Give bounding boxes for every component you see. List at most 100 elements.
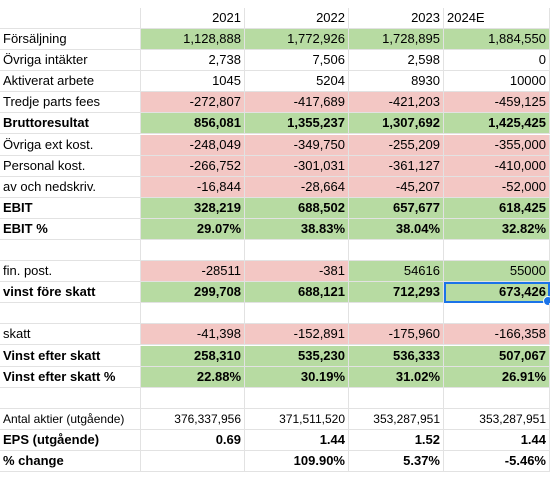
value-cell[interactable]: -349,750 (245, 134, 349, 156)
value-cell[interactable]: 8930 (349, 71, 444, 93)
value-cell[interactable] (349, 387, 444, 409)
value-cell[interactable]: 688,121 (245, 282, 349, 304)
row-label-cell[interactable]: skatt (0, 324, 141, 346)
value-cell[interactable] (349, 303, 444, 325)
value-cell[interactable]: -28511 (141, 261, 245, 283)
value-cell[interactable]: 109.90% (245, 451, 349, 473)
selected-cell[interactable]: 673,426 (444, 282, 550, 307)
value-cell[interactable]: -28,664 (245, 176, 349, 198)
value-cell[interactable] (141, 240, 245, 262)
value-cell[interactable]: -381 (245, 261, 349, 283)
row-label-cell[interactable]: av och nedskriv. (0, 176, 141, 198)
value-cell[interactable]: 55000 (444, 261, 550, 283)
value-cell[interactable] (141, 451, 245, 473)
value-cell[interactable]: 22.88% (141, 366, 245, 388)
value-cell[interactable] (141, 387, 245, 409)
row-label-cell[interactable]: Övriga ext kost. (0, 134, 141, 156)
value-cell[interactable]: 2,598 (349, 50, 444, 72)
value-cell[interactable]: -459,125 (444, 92, 550, 114)
value-cell[interactable]: 32.82% (444, 218, 550, 240)
value-cell[interactable]: 856,081 (141, 113, 245, 135)
value-cell[interactable]: 26.91% (444, 366, 550, 388)
row-label-cell[interactable]: Personal kost. (0, 155, 141, 177)
value-cell[interactable]: 1,307,692 (349, 113, 444, 135)
row-label-cell[interactable]: Aktiverat arbete (0, 71, 141, 93)
value-cell[interactable]: -5.46% (444, 451, 550, 473)
value-cell[interactable]: 30.19% (245, 366, 349, 388)
value-cell[interactable] (245, 387, 349, 409)
value-cell[interactable]: 657,677 (349, 197, 444, 219)
value-cell[interactable]: 1,772,926 (245, 29, 349, 51)
value-cell[interactable]: 1.52 (349, 429, 444, 451)
row-label-cell[interactable]: Antal aktier (utgående) (0, 408, 141, 430)
row-label-cell[interactable]: Försäljning (0, 29, 141, 51)
value-cell[interactable]: 10000 (444, 71, 550, 93)
value-cell[interactable]: 1.44 (245, 429, 349, 451)
value-cell[interactable] (245, 240, 349, 262)
value-cell[interactable]: 507,067 (444, 345, 550, 367)
row-label-cell[interactable]: Bruttoresultat (0, 113, 141, 135)
value-cell[interactable] (245, 303, 349, 325)
fill-handle[interactable] (543, 296, 550, 307)
value-cell[interactable]: -272,807 (141, 92, 245, 114)
header-year-cell[interactable]: 2022 (245, 8, 349, 29)
value-cell[interactable]: 1045 (141, 71, 245, 93)
value-cell[interactable]: -52,000 (444, 176, 550, 198)
value-cell[interactable]: 1,128,888 (141, 29, 245, 51)
value-cell[interactable]: 353,287,951 (349, 408, 444, 430)
row-label-cell[interactable] (0, 387, 141, 409)
value-cell[interactable]: 536,333 (349, 345, 444, 367)
value-cell[interactable]: -266,752 (141, 155, 245, 177)
row-label-cell[interactable]: fin. post. (0, 261, 141, 283)
value-cell[interactable]: -41,398 (141, 324, 245, 346)
row-label-cell[interactable] (0, 303, 141, 325)
header-year-cell[interactable]: 2023 (349, 8, 444, 29)
value-cell[interactable]: 618,425 (444, 197, 550, 219)
value-cell[interactable]: 29.07% (141, 218, 245, 240)
value-cell[interactable]: -421,203 (349, 92, 444, 114)
value-cell[interactable]: 371,511,520 (245, 408, 349, 430)
value-cell[interactable]: 712,293 (349, 282, 444, 304)
value-cell[interactable]: 688,502 (245, 197, 349, 219)
value-cell[interactable]: -410,000 (444, 155, 550, 177)
value-cell[interactable]: 38.04% (349, 218, 444, 240)
value-cell[interactable] (444, 387, 550, 409)
row-label-cell[interactable]: EPS (utgående) (0, 429, 141, 451)
value-cell[interactable] (444, 240, 550, 262)
value-cell[interactable]: 299,708 (141, 282, 245, 304)
value-cell[interactable]: 353,287,951 (444, 408, 550, 430)
value-cell[interactable]: 0 (444, 50, 550, 72)
header-label-cell[interactable] (0, 8, 141, 29)
row-label-cell[interactable]: Tredje parts fees (0, 92, 141, 114)
value-cell[interactable]: -175,960 (349, 324, 444, 346)
header-year-cell[interactable]: 2021 (141, 8, 245, 29)
row-label-cell[interactable]: vinst före skatt (0, 282, 141, 304)
row-label-cell[interactable]: EBIT (0, 197, 141, 219)
value-cell[interactable]: -152,891 (245, 324, 349, 346)
value-cell[interactable]: 328,219 (141, 197, 245, 219)
value-cell[interactable]: -361,127 (349, 155, 444, 177)
value-cell[interactable]: -45,207 (349, 176, 444, 198)
row-label-cell[interactable]: % change (0, 451, 141, 473)
value-cell[interactable]: -255,209 (349, 134, 444, 156)
value-cell[interactable]: 5204 (245, 71, 349, 93)
value-cell[interactable]: 535,230 (245, 345, 349, 367)
value-cell[interactable]: -16,844 (141, 176, 245, 198)
value-cell[interactable]: 31.02% (349, 366, 444, 388)
value-cell[interactable]: 376,337,956 (141, 408, 245, 430)
row-label-cell[interactable]: Vinst efter skatt (0, 345, 141, 367)
value-cell[interactable] (444, 303, 550, 325)
value-cell[interactable]: 2,738 (141, 50, 245, 72)
value-cell[interactable]: -417,689 (245, 92, 349, 114)
row-label-cell[interactable] (0, 240, 141, 262)
value-cell[interactable]: -301,031 (245, 155, 349, 177)
value-cell[interactable]: 1,728,895 (349, 29, 444, 51)
value-cell[interactable]: 1,425,425 (444, 113, 550, 135)
value-cell[interactable]: 258,310 (141, 345, 245, 367)
value-cell[interactable]: 0.69 (141, 429, 245, 451)
value-cell[interactable]: 7,506 (245, 50, 349, 72)
value-cell[interactable]: 38.83% (245, 218, 349, 240)
value-cell[interactable] (349, 240, 444, 262)
row-label-cell[interactable]: Vinst efter skatt % (0, 366, 141, 388)
header-year-cell[interactable]: 2024E (444, 8, 550, 29)
